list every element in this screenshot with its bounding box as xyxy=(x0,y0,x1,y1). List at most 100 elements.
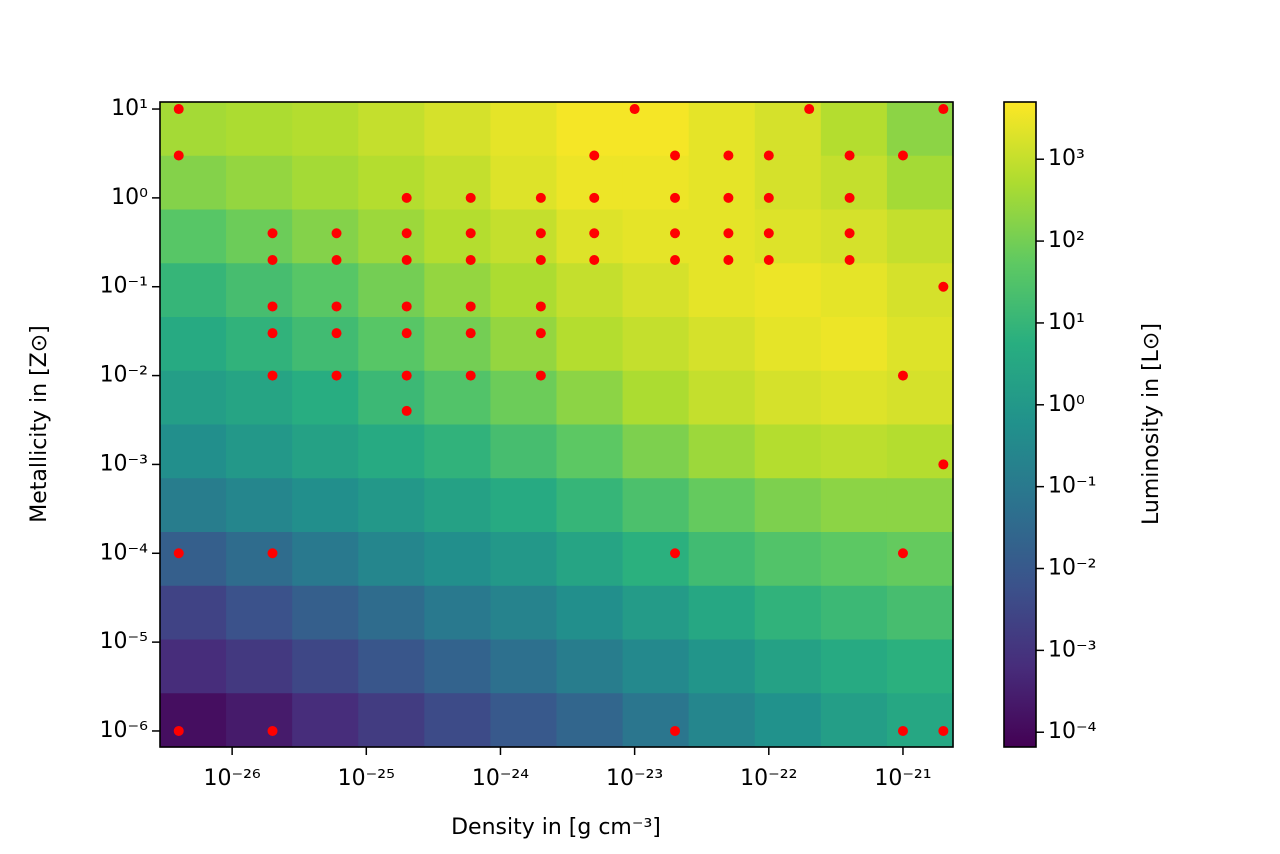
y-tick-label: 10⁻³ xyxy=(100,451,148,476)
heatmap-cell xyxy=(160,155,227,211)
heatmap-cell xyxy=(358,102,425,157)
colorbar-tick-label: 10⁻¹ xyxy=(1048,474,1096,499)
heatmap-cell xyxy=(160,317,227,372)
heatmap-cell xyxy=(358,155,425,211)
heatmap-cell xyxy=(556,585,624,641)
heatmap-cell xyxy=(754,585,822,641)
sample-point xyxy=(844,150,855,161)
heatmap-cell xyxy=(622,693,690,748)
heatmap-cell xyxy=(358,585,425,641)
heatmap-cell xyxy=(688,532,756,587)
sample-point xyxy=(401,228,412,239)
heatmap-cell xyxy=(490,585,558,641)
sample-point xyxy=(844,254,855,265)
heatmap-cell xyxy=(886,155,954,211)
y-tick-label: 10⁻¹ xyxy=(100,274,148,299)
heatmap-cell xyxy=(820,424,888,479)
sample-point xyxy=(173,725,184,736)
heatmap-cell xyxy=(754,424,822,479)
heatmap-cell xyxy=(424,478,492,533)
heatmap-cell xyxy=(490,209,558,264)
heatmap-cell xyxy=(688,693,756,748)
sample-point xyxy=(938,725,949,736)
sample-point xyxy=(844,192,855,203)
heatmap-cell xyxy=(490,532,558,587)
sample-point xyxy=(629,104,640,115)
heatmap-cell xyxy=(886,478,954,533)
y-tick-label: 10⁻⁵ xyxy=(100,629,148,654)
y-tick-label: 10⁻⁶ xyxy=(100,718,149,743)
sample-point xyxy=(331,254,342,265)
heatmap-cell xyxy=(226,532,293,587)
sample-point xyxy=(267,301,278,312)
heatmap-cell xyxy=(226,209,293,264)
y-tick-label: 10⁰ xyxy=(111,185,148,210)
sample-point xyxy=(267,328,278,339)
colorbar-tick-label: 10⁰ xyxy=(1048,392,1085,417)
colorbar-label: Luminosity in [L⊙] xyxy=(1139,323,1164,525)
heatmap-cell xyxy=(292,102,359,157)
sample-point xyxy=(763,228,774,239)
heatmap-cell xyxy=(622,639,690,694)
heatmap-cell xyxy=(358,532,425,587)
heatmap-cell xyxy=(358,317,425,372)
heatmap-cell xyxy=(160,532,227,587)
sample-point xyxy=(173,104,184,115)
heatmap-cell xyxy=(226,639,293,694)
y-tick-label: 10⁻² xyxy=(100,363,148,388)
heatmap-cell xyxy=(688,263,756,318)
heatmap-cell xyxy=(160,478,227,533)
sample-point xyxy=(938,104,949,115)
heatmap-cell xyxy=(490,155,558,211)
heatmap-cell xyxy=(688,155,756,211)
heatmap-cell xyxy=(424,424,492,479)
heatmap-cell xyxy=(424,585,492,641)
heatmap-cell xyxy=(688,424,756,479)
heatmap-cell xyxy=(754,639,822,694)
heatmap-cell xyxy=(622,317,690,372)
heatmap-cell xyxy=(754,532,822,587)
heatmap-cell xyxy=(490,478,558,533)
heatmap-cell xyxy=(358,693,425,748)
heatmap-cell xyxy=(490,424,558,479)
sample-point xyxy=(465,328,476,339)
heatmap-cell xyxy=(160,424,227,479)
heatmap-cell xyxy=(556,209,624,264)
heatmap-cell xyxy=(424,317,492,372)
heatmap-cell xyxy=(886,317,954,372)
heatmap-cell xyxy=(424,639,492,694)
x-tick-label: 10⁻²² xyxy=(740,766,797,791)
sample-point xyxy=(465,192,476,203)
sample-point xyxy=(465,301,476,312)
heatmap-cell xyxy=(820,370,888,426)
heatmap-cell xyxy=(754,693,822,748)
heatmap-cell xyxy=(886,424,954,479)
sample-point xyxy=(401,370,412,381)
sample-point xyxy=(331,328,342,339)
heatmap-cell xyxy=(556,317,624,372)
heatmap-cell xyxy=(622,209,690,264)
heatmap-cell xyxy=(424,263,492,318)
heatmap-cell xyxy=(688,102,756,157)
sample-point xyxy=(670,548,681,559)
heatmap-cell xyxy=(292,263,359,318)
heatmap-cell xyxy=(886,532,954,587)
heatmap-cell xyxy=(292,532,359,587)
heatmap-cell xyxy=(622,155,690,211)
heatmap-cell xyxy=(160,639,227,694)
heatmap-cell xyxy=(688,317,756,372)
sample-point xyxy=(589,150,600,161)
heatmap-cell xyxy=(292,370,359,426)
sample-point xyxy=(763,150,774,161)
heatmap-cell xyxy=(556,639,624,694)
heatmap-cell xyxy=(556,102,624,157)
heatmap-cell xyxy=(688,639,756,694)
heatmap-cell xyxy=(556,693,624,748)
heatmap-cell xyxy=(160,370,227,426)
heatmap-cell xyxy=(886,370,954,426)
heatmap-cell xyxy=(820,102,888,157)
heatmap-cell xyxy=(820,639,888,694)
y-tick-label: 10⁻⁴ xyxy=(100,540,149,565)
heatmap-cell xyxy=(226,478,293,533)
